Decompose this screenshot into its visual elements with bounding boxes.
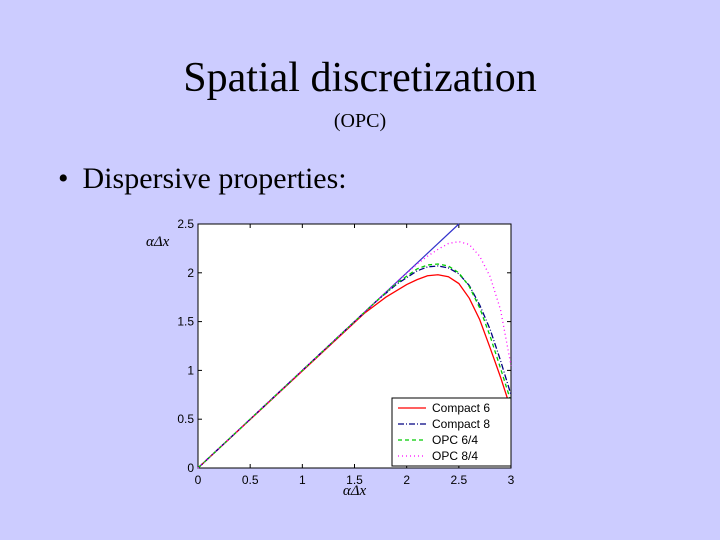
y-tick-label: 2.5 — [177, 217, 194, 231]
x-tick-label: 0 — [195, 473, 202, 487]
y-tick-label: 1 — [187, 363, 194, 377]
y-axis-label: αΔx — [146, 234, 170, 250]
y-tick-label: 2 — [187, 266, 194, 280]
legend-entry-4: OPC 8/4 — [432, 449, 478, 463]
slide-title: Spatial discretization — [183, 55, 537, 101]
legend-entry-3: OPC 6/4 — [432, 433, 478, 447]
y-tick-label: 0.5 — [177, 412, 194, 426]
series-line-2 — [197, 265, 512, 469]
x-tick-label: 0.5 — [242, 473, 259, 487]
bullet-item: • Dispersive properties: — [58, 162, 347, 196]
x-tick-label: 1.5 — [346, 473, 363, 487]
x-tick-label: 3 — [508, 473, 515, 487]
bullet-text: Dispersive properties: — [82, 162, 347, 195]
y-tick-label: 0 — [187, 461, 194, 475]
legend-box — [391, 397, 512, 467]
legend-entry-2: Compact 8 — [432, 417, 490, 431]
series-line-1 — [197, 274, 512, 469]
x-tick-label: 2 — [403, 473, 410, 487]
bullet-symbol: • — [58, 162, 69, 195]
x-tick-label: 1 — [299, 473, 306, 487]
x-axis-label: αΔx — [343, 483, 367, 499]
slide-subtitle: (OPC) — [333, 110, 387, 132]
legend-entry-1: Compact 6 — [432, 401, 490, 415]
x-tick-label: 2.5 — [450, 473, 467, 487]
y-tick-label: 1.5 — [177, 315, 194, 329]
